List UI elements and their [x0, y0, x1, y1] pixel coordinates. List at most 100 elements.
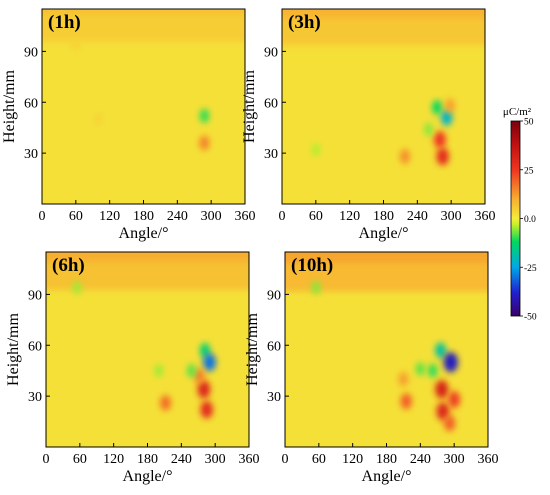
x-axis-ticks: 0 60 120 180 240 300 360: [282, 443, 499, 467]
heatmap-cell: [160, 395, 171, 411]
panel-3h: (3h) 0 60 120 180 240 300 360 30 60 90 Angle/° H…: [241, 8, 496, 242]
heatmap-band: [282, 18, 485, 46]
y-tick-label: 60: [267, 339, 281, 354]
heatmap-cell: [415, 362, 425, 376]
y-tick-label: 90: [28, 288, 42, 303]
heatmap-cell: [440, 109, 453, 126]
colorbar: μC/m² 50 25 0.0 -25 -50: [503, 106, 537, 323]
y-tick-label: 90: [264, 45, 278, 60]
heatmap-cell: [200, 400, 213, 419]
heatmap-cell: [94, 112, 103, 126]
x-tick-label: 120: [99, 209, 120, 224]
x-axis-ticks: 0 60 120 180 240 300 360: [279, 200, 496, 224]
x-axis-ticks: 0 60 120 180 240 300 360: [43, 443, 260, 467]
x-tick-label: 240: [407, 209, 428, 224]
y-axis-ticks: 30 60 90: [267, 288, 289, 405]
x-tick-label: 300: [444, 452, 465, 467]
x-tick-label: 60: [69, 209, 83, 224]
panel-title: (3h): [288, 12, 321, 33]
x-tick-label: 360: [235, 209, 256, 224]
heatmap-cell: [154, 364, 164, 378]
heatmap-cell: [435, 342, 447, 359]
colorbar-tick-label: 50: [524, 118, 534, 128]
x-tick-label: 120: [103, 452, 124, 467]
x-tick-label: 180: [133, 209, 154, 224]
y-axis-ticks: 30 60 90: [24, 45, 46, 162]
x-tick-label: 300: [441, 209, 462, 224]
x-axis-label: Angle/°: [362, 468, 412, 485]
x-tick-label: 300: [201, 209, 222, 224]
y-tick-label: 60: [28, 339, 42, 354]
colorbar-tick-label: 0.0: [524, 215, 536, 225]
y-tick-label: 30: [24, 147, 38, 162]
y-axis-label: Height/mm: [1, 70, 18, 143]
heatmap-area: [46, 252, 249, 447]
x-tick-label: 240: [167, 209, 188, 224]
heatmap-cell: [197, 380, 211, 399]
x-tick-label: 180: [373, 209, 394, 224]
x-tick-label: 60: [309, 209, 323, 224]
heatmap-cell: [72, 281, 82, 295]
heatmap-cell: [186, 363, 197, 378]
x-tick-label: 60: [312, 452, 326, 467]
panel-title: (1h): [48, 12, 81, 33]
heatmap-cell: [203, 353, 216, 372]
heatmap-cell: [398, 371, 409, 387]
heatmap-area: [285, 252, 488, 447]
colorbar-tick-label: -50: [524, 313, 537, 323]
x-tick-label: 0: [39, 209, 46, 224]
colorbar-ticks: 50 25 0.0 -25 -50: [520, 118, 537, 323]
heatmap-cell: [433, 131, 446, 149]
heatmap-cell: [444, 415, 456, 432]
y-tick-label: 30: [264, 147, 278, 162]
heatmap-cell: [199, 108, 210, 123]
colorbar-tick-label: 25: [524, 166, 534, 176]
y-axis-ticks: 30 60 90: [28, 288, 50, 405]
x-tick-label: 0: [43, 452, 50, 467]
y-tick-label: 90: [267, 288, 281, 303]
heatmap-cell: [400, 393, 412, 410]
x-tick-label: 360: [239, 452, 260, 467]
heatmap-cell: [445, 98, 455, 113]
colorbar-gradient: [510, 120, 521, 317]
x-tick-label: 240: [171, 452, 192, 467]
y-tick-label: 60: [264, 96, 278, 111]
x-tick-label: 180: [137, 452, 158, 467]
x-tick-label: 60: [73, 452, 87, 467]
y-axis-ticks: 30 60 90: [264, 45, 286, 162]
y-axis-label: Height/mm: [241, 70, 258, 143]
heatmap-cell: [432, 100, 443, 115]
heatmap-cell: [424, 122, 434, 136]
x-axis-ticks: 0 60 120 180 240 300 360: [39, 200, 256, 224]
panel-1h: (1h) 0 60 120 180 240 300 360 30 60 90 Angle/° H…: [1, 8, 256, 242]
y-tick-label: 30: [267, 390, 281, 405]
panel-title: (10h): [291, 255, 333, 276]
heatmap-cell: [436, 147, 449, 166]
heatmap-cell: [448, 391, 461, 408]
x-axis-label: Angle/°: [359, 225, 409, 242]
heatmap-cell: [427, 363, 438, 378]
panel-title: (6h): [52, 255, 85, 276]
y-axis-label: Height/mm: [5, 313, 22, 386]
x-tick-label: 180: [376, 452, 397, 467]
heatmap-band: [42, 14, 245, 42]
panel-6h: (6h) 0 60 120 180 240 300 360 30 60 90 Angle/° H…: [5, 251, 260, 485]
y-tick-label: 30: [28, 390, 42, 405]
x-tick-label: 360: [478, 452, 499, 467]
x-tick-label: 0: [282, 452, 289, 467]
x-tick-label: 120: [342, 452, 363, 467]
heatmap-cell: [311, 143, 321, 157]
heatmap-cell: [399, 149, 411, 164]
heatmap-cell: [435, 380, 449, 399]
colorbar-unit-label: μC/m²: [503, 106, 532, 118]
heatmap-cell: [71, 38, 81, 52]
x-tick-label: 240: [410, 452, 431, 467]
x-tick-label: 300: [205, 452, 226, 467]
x-tick-label: 360: [475, 209, 496, 224]
heatmap-cell: [199, 135, 210, 151]
x-axis-label: Angle/°: [119, 225, 169, 242]
heatmap-cell: [436, 402, 450, 421]
heatmap-area: [282, 9, 485, 204]
